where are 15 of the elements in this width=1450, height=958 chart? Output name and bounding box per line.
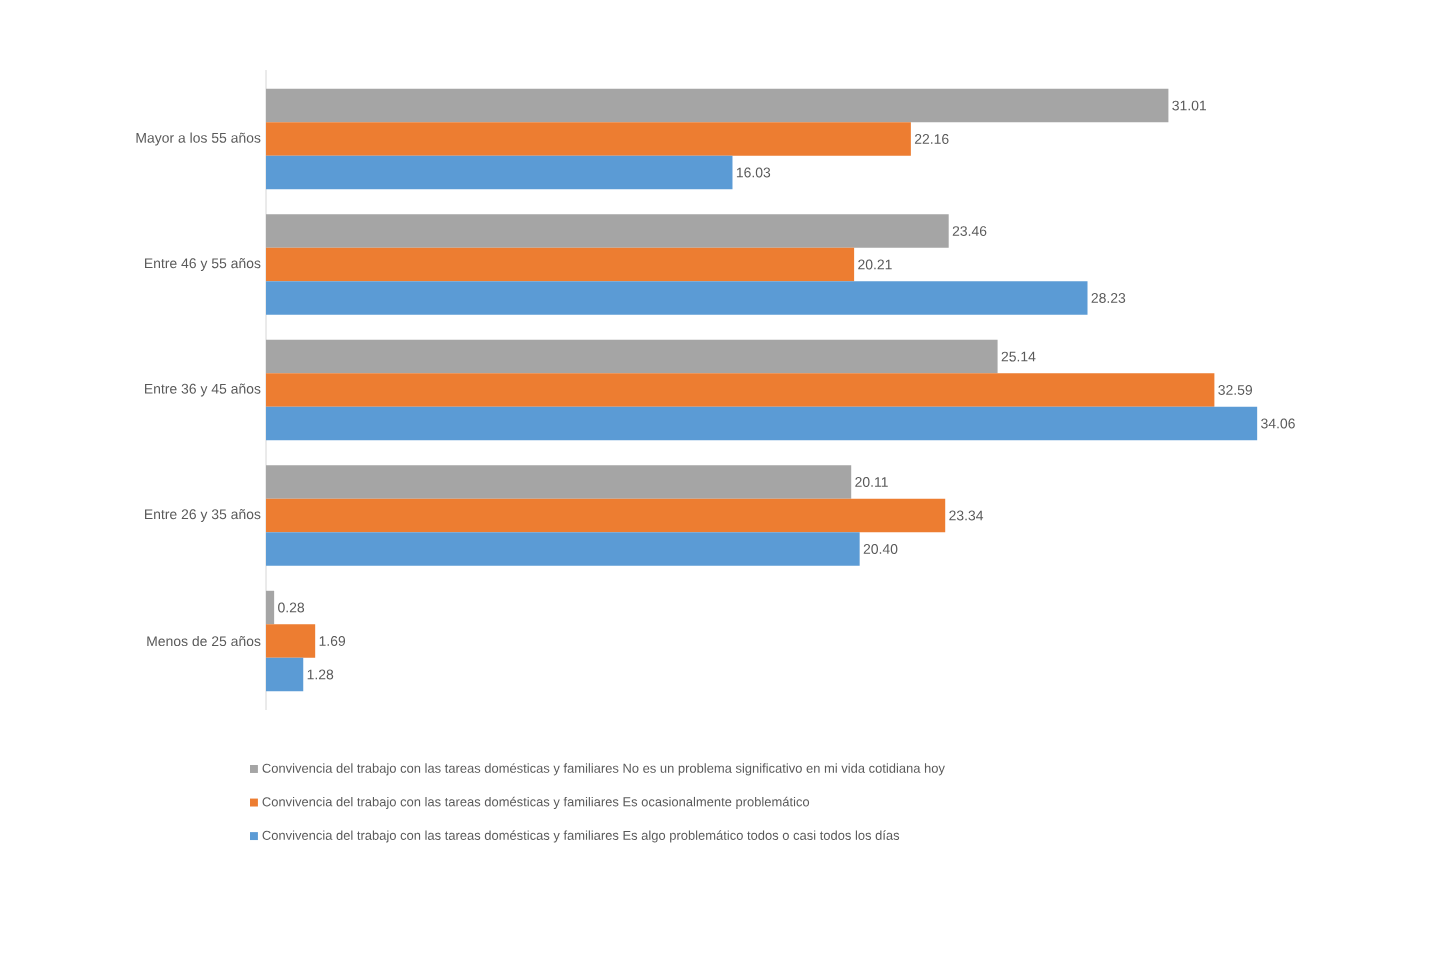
bar bbox=[266, 88, 1169, 123]
bar bbox=[266, 532, 860, 566]
bar bbox=[266, 122, 911, 156]
bar bbox=[266, 155, 733, 190]
bar bbox=[266, 657, 304, 692]
bar bbox=[266, 373, 1215, 407]
bar bbox=[266, 498, 946, 533]
bar bbox=[266, 406, 1258, 441]
bar bbox=[266, 339, 998, 374]
bar bbox=[266, 465, 852, 499]
bar bbox=[266, 624, 316, 658]
bar bbox=[266, 214, 949, 248]
bar bbox=[266, 590, 275, 625]
bar bbox=[266, 247, 855, 282]
bar bbox=[266, 281, 1088, 315]
